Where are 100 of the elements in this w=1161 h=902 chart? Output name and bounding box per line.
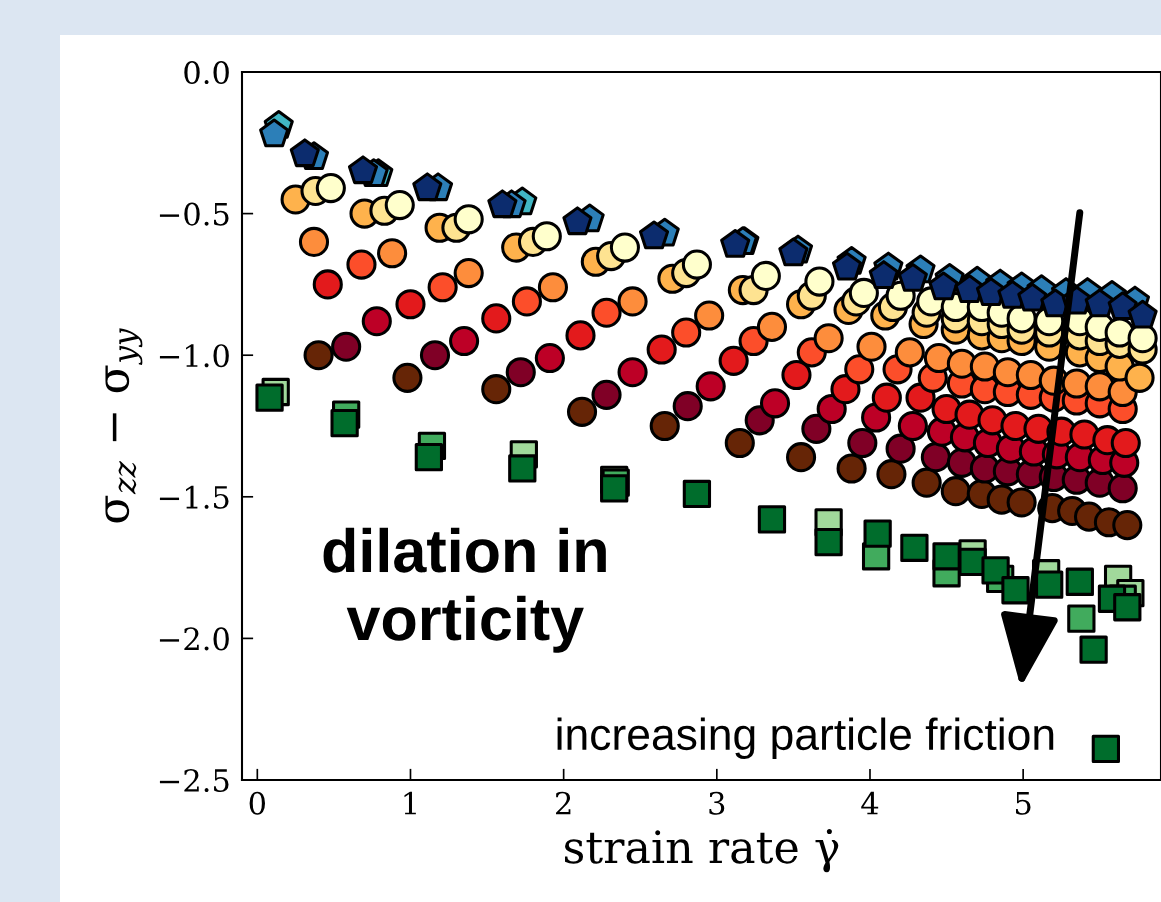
point	[876, 459, 907, 490]
point	[591, 297, 622, 328]
point	[565, 320, 596, 351]
point	[481, 303, 512, 334]
point	[346, 249, 377, 280]
point	[1015, 359, 1046, 391]
point	[804, 266, 835, 297]
point	[562, 206, 593, 236]
point	[718, 345, 749, 376]
point	[531, 221, 562, 252]
point	[940, 476, 971, 507]
point	[894, 337, 925, 368]
point	[1113, 593, 1142, 622]
point	[863, 519, 892, 548]
point	[537, 272, 568, 303]
point	[1127, 299, 1158, 329]
point	[868, 260, 899, 289]
point	[347, 155, 379, 185]
point	[487, 189, 518, 219]
point	[1017, 282, 1048, 312]
point	[1091, 734, 1120, 763]
x-tick-label: 5	[1016, 792, 1031, 815]
point	[361, 306, 392, 337]
point	[384, 190, 415, 221]
point	[649, 410, 680, 442]
point	[449, 325, 480, 357]
point	[672, 391, 703, 422]
point	[724, 427, 755, 459]
point	[566, 396, 598, 427]
point	[1084, 288, 1115, 318]
point	[1079, 635, 1108, 664]
point	[694, 300, 725, 331]
point	[885, 433, 916, 464]
point	[830, 374, 861, 405]
y-tick-label: −1.0	[159, 344, 229, 368]
annotation: dilation in vorticity	[323, 527, 606, 653]
point	[303, 340, 334, 371]
point	[682, 479, 712, 509]
point	[412, 172, 443, 202]
y-tick-label: −0.5	[159, 202, 229, 226]
y-tick-label: −2.5	[159, 768, 229, 793]
x-tick-label: 2	[556, 791, 571, 815]
point	[534, 342, 565, 374]
annotation: increasing particle friction	[557, 717, 1054, 759]
point	[600, 474, 629, 503]
point	[481, 374, 512, 405]
point	[759, 388, 791, 419]
point	[508, 454, 537, 483]
y-axis-title: σ$_{zz}$ − σ$_{yy}$	[105, 328, 143, 523]
point	[646, 334, 677, 365]
point	[609, 232, 640, 263]
point	[617, 357, 648, 388]
point	[844, 354, 875, 385]
point	[255, 383, 284, 412]
point	[981, 556, 1010, 585]
y-tick-label: 0.0	[184, 60, 229, 85]
point	[785, 442, 817, 473]
point	[330, 409, 359, 438]
point	[427, 272, 458, 303]
point	[897, 410, 928, 442]
point	[814, 527, 843, 557]
point	[836, 453, 867, 484]
point	[897, 262, 928, 292]
point	[395, 289, 426, 320]
point	[781, 359, 812, 391]
x-tick-label: 0	[249, 791, 266, 815]
point	[920, 442, 951, 473]
point	[377, 238, 408, 269]
point	[1110, 427, 1141, 459]
point	[1067, 604, 1096, 633]
x-axis-title: strain rate γ̇	[565, 829, 839, 873]
x-tick-label: 3	[709, 791, 725, 815]
y-tick-label: −2.0	[159, 627, 229, 651]
point	[757, 505, 787, 534]
point	[848, 277, 879, 308]
point	[419, 340, 451, 371]
point	[298, 226, 330, 257]
point	[1006, 487, 1037, 518]
point	[1107, 473, 1138, 504]
point	[671, 317, 702, 348]
point	[289, 138, 320, 168]
point	[392, 362, 423, 393]
point	[720, 228, 751, 258]
point	[1065, 567, 1094, 596]
point	[617, 286, 648, 317]
point	[756, 311, 788, 342]
point	[695, 371, 726, 402]
point	[1112, 510, 1143, 541]
point	[453, 258, 484, 289]
point	[511, 286, 542, 317]
point	[816, 393, 847, 425]
point	[831, 251, 863, 281]
point	[856, 331, 887, 362]
point	[1035, 570, 1064, 599]
point	[801, 413, 832, 444]
point	[923, 342, 954, 374]
point	[900, 533, 929, 562]
point	[1001, 576, 1030, 605]
x-tick-label: 1	[404, 791, 416, 815]
point	[928, 271, 959, 301]
